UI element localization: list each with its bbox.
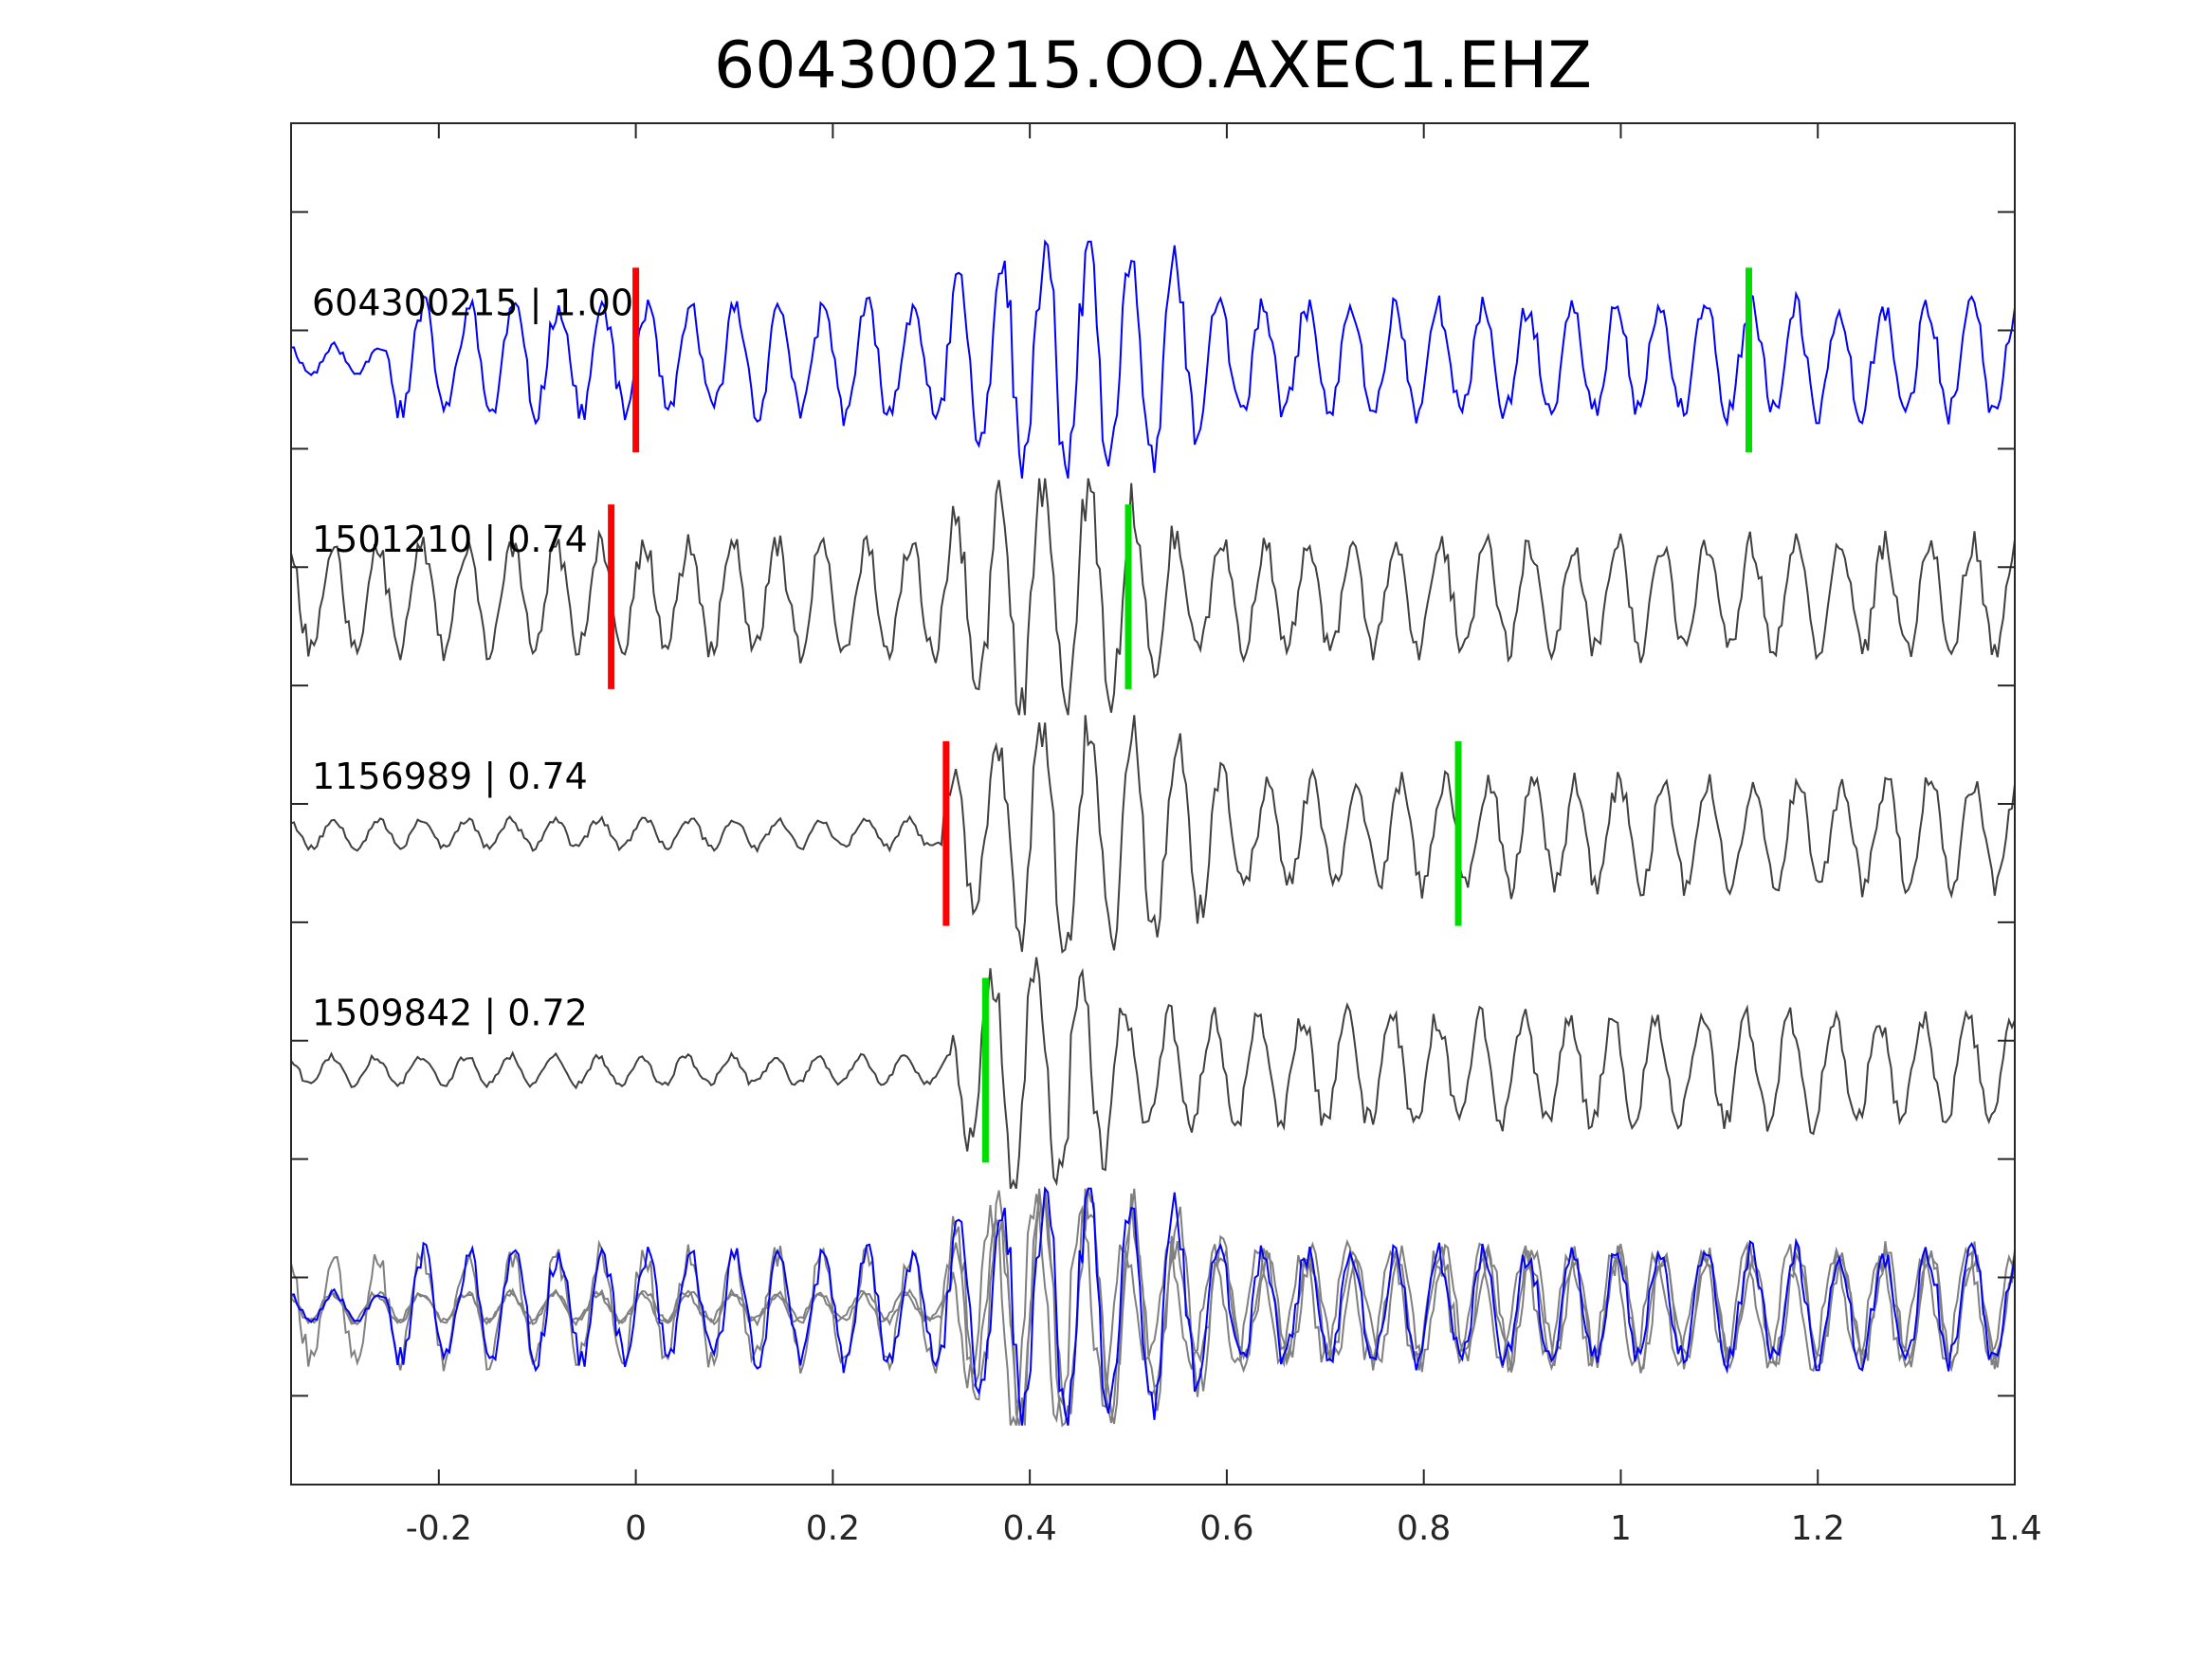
x-tick-label: 1.4 (1987, 1509, 2041, 1548)
x-tick-label: 0.4 (1003, 1509, 1057, 1548)
trace-1509842 (290, 957, 2016, 1190)
trace-label: 604300215 | 1.00 (312, 282, 633, 324)
x-tick-label: 1 (1610, 1509, 1632, 1548)
trace-labels: 604300215 | 1.00 1501210 | 0.74 1156989 | … (312, 282, 633, 1034)
stack-trace-1509842 (290, 1194, 2016, 1426)
trace-label: 1509842 | 0.72 (312, 993, 588, 1035)
trace-1156989 (290, 715, 2016, 955)
x-tick-label: 0.6 (1199, 1509, 1253, 1548)
axis-ticks: -0.2 0 0.2 0.4 0.6 0.8 1 1.2 1.4 (291, 123, 2042, 1548)
trace-604300215 (290, 239, 2016, 479)
chart-title: 604300215.OO.AXEC1.EHZ (714, 28, 1592, 103)
trace-1501210 (290, 478, 2016, 716)
plot-area (290, 239, 2016, 1428)
stack-trace-604300215 (290, 1186, 2016, 1426)
trace-label: 1156989 | 0.74 (312, 756, 588, 798)
x-tick-label: -0.2 (406, 1509, 472, 1548)
x-tick-label: 1.2 (1791, 1509, 1845, 1548)
x-tick-label: 0.8 (1397, 1509, 1451, 1548)
x-tick-label: 0 (625, 1509, 647, 1548)
trace-label: 1501210 | 0.74 (312, 519, 588, 561)
x-tick-label: 0.2 (806, 1509, 860, 1548)
